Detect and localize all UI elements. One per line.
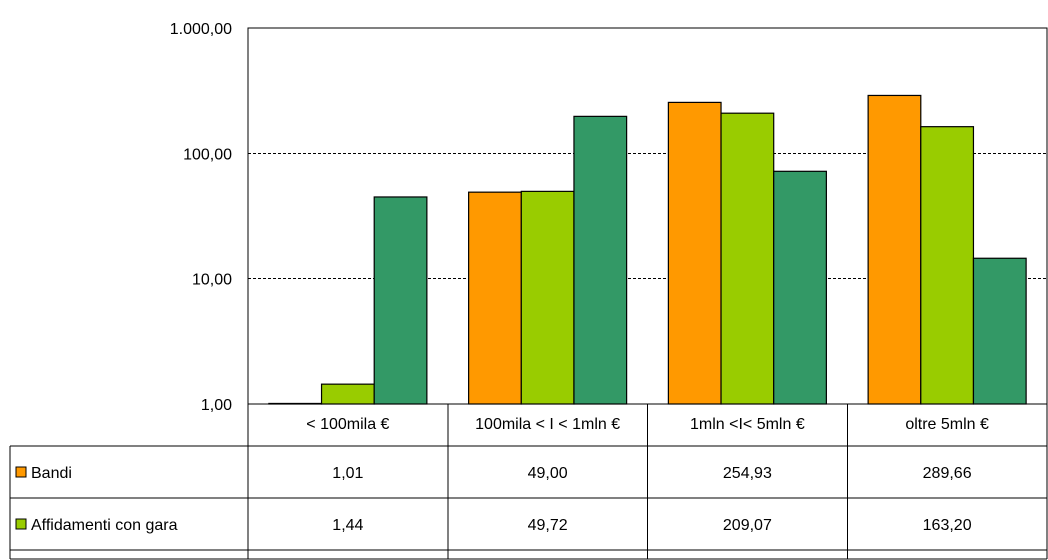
bars (268, 94, 1027, 405)
bar-bandi (667, 101, 722, 405)
data-label: 209,07 (723, 517, 772, 534)
legend-label-bandi: Bandi (31, 465, 72, 482)
bar-altri-affidamenti (773, 170, 827, 405)
bar-affidamenti-con-gara (520, 190, 575, 405)
y-axis-ticks: 1,00 10,00 100,00 1.000,00 (170, 21, 232, 414)
data-label: 254,93 (723, 465, 772, 482)
data-label: 163,20 (923, 517, 972, 534)
data-label: 1,01 (332, 465, 363, 482)
x-tick-label: < 100mila € (306, 416, 389, 433)
data-label: 289,66 (923, 465, 972, 482)
data-table: < 100mila € 100mila < I < 1mln € 1mln <I< … (9, 404, 1048, 560)
bar-affidamenti-con-gara (720, 112, 775, 405)
y-tick-label: 1.000,00 (170, 21, 232, 38)
bar-bandi (468, 191, 522, 405)
bar-affidamenti-con-gara (320, 383, 375, 405)
legend-swatch-affidamenti-con-gara (15, 518, 27, 530)
x-tick-label: 100mila < I < 1mln € (475, 416, 620, 433)
bar-altri-affidamenti (972, 257, 1027, 405)
data-label: 49,00 (528, 465, 568, 482)
x-tick-label: 1mln <I< 5mln € (690, 416, 805, 433)
data-label: 49,72 (528, 517, 568, 534)
bar-altri-affidamenti (573, 115, 628, 405)
y-tick-label: 1,00 (201, 397, 232, 414)
x-tick-label: oltre 5mln € (905, 416, 989, 433)
y-tick-label: 10,00 (192, 272, 232, 289)
y-tick-label: 100,00 (183, 146, 232, 163)
legend-swatch-bandi (15, 466, 27, 478)
bar-bandi (867, 94, 922, 405)
data-label: 1,44 (332, 517, 363, 534)
bar-altri-affidamenti (373, 196, 428, 405)
bar-affidamenti-con-gara (920, 126, 975, 405)
legend-label-affidamenti-con-gara: Affidamenti con gara (31, 517, 178, 534)
